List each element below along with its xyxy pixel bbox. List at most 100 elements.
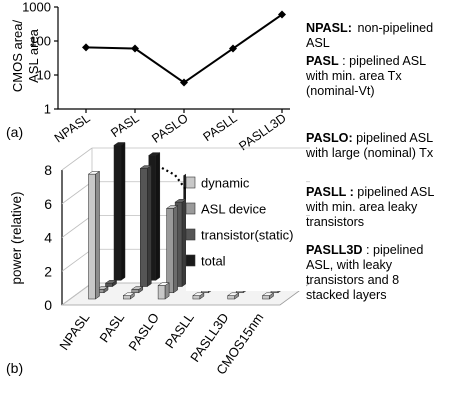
bar-front-face xyxy=(140,168,148,287)
bar-PASLO-asldevice xyxy=(165,205,179,294)
description-npasl: NPASL: non-pipelined ASL xyxy=(306,21,474,51)
bar-PASL-transistorstatic xyxy=(139,165,153,288)
bar-top-face xyxy=(192,292,205,296)
bar-side-face xyxy=(181,198,187,288)
bar-front-face xyxy=(192,295,201,300)
description-line: pipelined ASL xyxy=(352,131,434,145)
legend-label: transistor(static) xyxy=(201,228,293,243)
panel-b-label: (b) xyxy=(6,360,23,376)
legend-swatch xyxy=(185,176,196,189)
description-line: with min. area leaky xyxy=(306,200,418,214)
bar-CMOS15nm-dynamic xyxy=(261,292,275,300)
panel-a-axis-lines xyxy=(57,7,290,110)
description-term: PASL xyxy=(306,54,339,68)
description-line: (nominal-Vt) xyxy=(306,84,375,98)
bar-PASL-asldevice xyxy=(131,286,144,294)
bar-front-face xyxy=(166,208,174,294)
panel-a-y-axis-label-line2: ASL area xyxy=(26,28,41,82)
legend-label: dynamic xyxy=(201,176,250,191)
bar-front-face xyxy=(131,289,140,294)
panel-b-y-axis-label: power (relative) xyxy=(9,191,24,284)
bar-top-face xyxy=(122,292,136,296)
panel-b-y-tick-label: 2 xyxy=(44,263,52,279)
panel-a-y-tick-label: 10 xyxy=(37,68,51,83)
bar-front-face xyxy=(105,282,113,287)
bar-PASL-total xyxy=(148,152,161,281)
panel-b-grid-line xyxy=(61,181,93,205)
description-line: with min. area Tx xyxy=(306,69,402,83)
description-line: ASL xyxy=(306,36,330,50)
description-pasll: PASLL : pipelined ASL with min. area leak… xyxy=(306,185,474,230)
bar-side-face xyxy=(173,205,178,294)
panel-a-x-tick-label: PASLL3D xyxy=(236,111,288,153)
bar-side-face xyxy=(147,165,152,288)
bar-front-face xyxy=(123,295,131,300)
bar-top-face xyxy=(157,282,170,286)
description-term: PASLL3D xyxy=(306,243,363,257)
panel-a-data-point xyxy=(180,78,188,87)
bar-front-face xyxy=(113,145,122,281)
panel-a-y-tick-label: 1 xyxy=(44,102,51,117)
panel-a-x-tick-label: PASL xyxy=(108,111,141,140)
bar-front-face xyxy=(157,285,166,300)
bar-top-face xyxy=(139,165,153,169)
panel-a-line-chart: CMOS area/ ASL area 1 10 100 1000 NPASL PASL… xyxy=(6,0,290,153)
legend-swatch xyxy=(185,202,196,215)
description-line: non-pipelined xyxy=(353,21,434,35)
description-line: : pipelined xyxy=(362,243,424,257)
description-paslo: PASLO: pipelined ASL with large (nominal)… xyxy=(306,131,474,161)
panel-b-grid-line xyxy=(61,147,93,171)
panel-a-line-path xyxy=(85,13,283,84)
bar-PASLO-dynamic xyxy=(157,282,170,300)
description-line: with large (nominal) Tx xyxy=(306,146,434,160)
panel-b-grid-line xyxy=(61,215,93,238)
panel-b-y-tick-label: 6 xyxy=(44,196,52,212)
panel-a-y-axis-label-line1: CMOS area/ xyxy=(10,19,25,92)
description-term: PASLO: xyxy=(306,131,353,145)
bar-top-face xyxy=(87,171,101,175)
bar-top-face xyxy=(226,292,240,296)
panel-a-series-line xyxy=(82,10,286,87)
description-line: transistors xyxy=(306,215,365,229)
bar-NPASL-total xyxy=(113,142,126,281)
legend-swatch xyxy=(185,228,196,241)
bar-top-face xyxy=(131,286,144,290)
bar-front-face xyxy=(88,173,96,300)
bar-PASL-dynamic xyxy=(122,292,136,300)
bar-front-face xyxy=(262,295,270,300)
panel-a-y-ticks: 1 10 100 1000 xyxy=(22,0,58,117)
bar-PASLL-dynamic xyxy=(192,292,205,300)
bar-side-face xyxy=(95,170,100,300)
panel-b-legend: dynamic ASL device transistor(static) total xyxy=(185,171,306,291)
description-term: PASLL : xyxy=(306,185,354,199)
bar-side-face xyxy=(155,152,161,281)
panel-a-data-point xyxy=(229,44,237,53)
panel-a-x-tick-label: PASLL xyxy=(201,111,240,144)
description-line: transistors and 8 xyxy=(306,273,400,287)
panel-a-x-tick-label: NPASL xyxy=(52,111,93,145)
bar-side-face xyxy=(120,142,126,281)
legend-swatch xyxy=(185,254,196,267)
panel-a-x-tick-label: PASLO xyxy=(149,111,191,146)
description-line: pipelined ASL xyxy=(353,185,435,199)
panel-a-data-point xyxy=(278,10,286,19)
panel-b-y-tick-label: 4 xyxy=(44,230,52,246)
panel-a-label: (a) xyxy=(6,124,23,140)
bar-top-face xyxy=(113,142,126,146)
bar-NPASL-dynamic xyxy=(87,170,101,300)
panel-b-x-tick-label: PASLO xyxy=(125,310,162,353)
panel-b-x-tick-label: PASL xyxy=(96,310,127,345)
legend-label: ASL device xyxy=(201,202,266,217)
bar-top-face xyxy=(261,292,275,296)
panel-a-y-tick-label: 100 xyxy=(29,34,51,49)
panel-b-x-tick-label: NPASL xyxy=(56,310,92,353)
panel-b-y-ticks: 0 2 4 6 8 xyxy=(44,162,52,313)
description-line: ASL, with leaky xyxy=(306,258,393,272)
panel-a-data-point xyxy=(131,44,139,53)
bar-top-face xyxy=(148,152,161,156)
bar-PASLL3D-dynamic xyxy=(226,292,240,300)
panel-a-y-tick-label: 1000 xyxy=(22,0,51,15)
panel-b-x-tick-label: PASLL xyxy=(162,310,197,351)
